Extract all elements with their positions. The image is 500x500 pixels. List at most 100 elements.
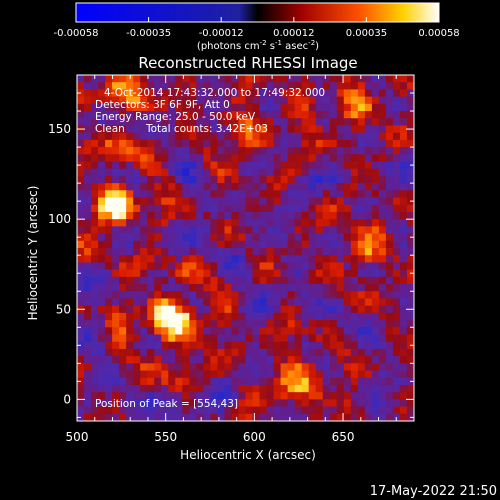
heatmap-cell (294, 154, 303, 163)
heatmap-cell (399, 233, 408, 242)
heatmap-cell (385, 370, 394, 379)
heatmap-cell (84, 399, 92, 408)
heatmap-cell (133, 75, 141, 83)
heatmap-cell (301, 118, 310, 127)
heatmap-cell (112, 320, 120, 328)
heatmap-cell (119, 240, 127, 249)
heatmap-cell (154, 284, 162, 292)
heatmap-cell (371, 392, 380, 400)
heatmap-cell (154, 139, 162, 148)
heatmap-cell (105, 413, 113, 421)
heatmap-cell (301, 320, 310, 328)
heatmap-cell (385, 320, 394, 328)
heatmap-cell (280, 233, 289, 242)
heatmap-cell (287, 356, 296, 364)
heatmap-cell (84, 312, 92, 321)
heatmap-cell (364, 175, 373, 184)
heatmap-cell (196, 262, 204, 271)
heatmap-cell (98, 132, 106, 141)
heatmap-cell (98, 399, 106, 408)
heatmap-cell (147, 341, 155, 350)
heatmap-cell (385, 139, 394, 148)
heatmap-cell (154, 175, 162, 184)
heatmap-cell (238, 125, 247, 134)
heatmap-cell (364, 348, 373, 357)
heatmap-cell (133, 276, 141, 285)
heatmap-cell (210, 341, 219, 350)
heatmap-cell (336, 190, 345, 199)
heatmap-cell (357, 240, 366, 249)
heatmap-cell (280, 197, 289, 206)
heatmap-cell (203, 298, 211, 307)
heatmap-cell (196, 154, 204, 163)
heatmap-cell (287, 348, 296, 357)
heatmap-cell (147, 392, 155, 400)
heatmap-cell (77, 370, 85, 379)
heatmap-cell (203, 399, 211, 408)
heatmap-cell (315, 132, 324, 141)
heatmap-cell (231, 183, 240, 191)
heatmap-cell (154, 183, 162, 191)
heatmap-cell (112, 348, 120, 357)
heatmap-cell (343, 132, 352, 141)
heatmap-cell (238, 175, 247, 184)
heatmap-cell (329, 363, 338, 372)
heatmap-cell (119, 320, 127, 328)
heatmap-cell (224, 226, 233, 235)
heatmap-cell (182, 305, 190, 314)
heatmap-cell (280, 168, 289, 177)
heatmap-cell (315, 197, 324, 206)
heatmap-cell (182, 370, 190, 379)
heatmap-cell (182, 168, 190, 177)
heatmap-cell (385, 147, 394, 155)
heatmap-cell (133, 197, 141, 206)
heatmap-cell (126, 183, 134, 191)
heatmap-cell (315, 233, 324, 242)
heatmap-cell (98, 392, 106, 400)
heatmap-cell (112, 204, 120, 213)
heatmap-cell (119, 327, 127, 336)
heatmap-cell (182, 219, 190, 227)
heatmap-cell (336, 132, 345, 141)
heatmap-cell (385, 132, 394, 141)
heatmap-cell (119, 204, 127, 213)
heatmap-cell (245, 327, 254, 336)
heatmap-cell (308, 125, 317, 134)
heatmap-cell (406, 147, 414, 155)
heatmap-cell (84, 211, 92, 220)
heatmap-cell (196, 190, 204, 199)
heatmap-cell (119, 291, 127, 300)
heatmap-cell (392, 341, 401, 350)
heatmap-cell (385, 399, 394, 408)
heatmap-cell (252, 384, 261, 393)
heatmap-cell (217, 139, 226, 148)
heatmap-cell (147, 269, 155, 278)
heatmap-cell (231, 413, 240, 421)
heatmap-cell (168, 175, 176, 184)
heatmap-cell (308, 269, 317, 278)
heatmap-cell (147, 327, 155, 336)
heatmap-cell (343, 320, 352, 328)
heatmap-cell (175, 154, 183, 163)
heatmap-cell (231, 363, 240, 372)
heatmap-cell (350, 248, 359, 256)
heatmap-cell (371, 233, 380, 242)
heatmap-cell (357, 111, 366, 119)
heatmap-cell (385, 111, 394, 119)
heatmap-cell (196, 248, 204, 256)
heatmap-cell (322, 154, 331, 163)
heatmap-cell (280, 111, 289, 119)
heatmap-cell (231, 262, 240, 271)
heatmap-cell (126, 363, 134, 372)
heatmap-cell (84, 363, 92, 372)
heatmap-cell (336, 377, 345, 386)
heatmap-cell (77, 204, 85, 213)
heatmap-cell (105, 147, 113, 155)
heatmap-cell (266, 226, 275, 235)
heatmap-cell (238, 75, 247, 83)
heatmap-cell (119, 226, 127, 235)
heatmap-cell (224, 392, 233, 400)
heatmap-cell (133, 255, 141, 264)
heatmap-cell (364, 183, 373, 191)
heatmap-cell (224, 406, 233, 415)
